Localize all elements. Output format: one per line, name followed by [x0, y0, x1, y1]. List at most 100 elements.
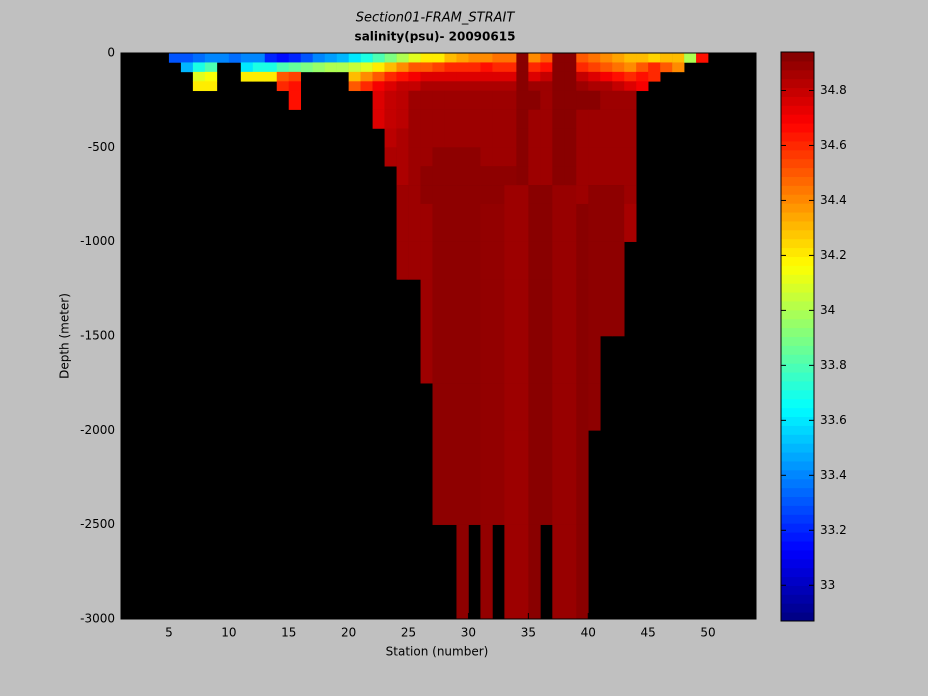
colorbar-band	[781, 105, 814, 115]
heatmap-cell	[576, 430, 589, 525]
heatmap-cell	[528, 336, 541, 384]
heatmap-cell	[420, 81, 433, 92]
heatmap-cell	[576, 185, 589, 205]
heatmap-cell	[528, 185, 541, 205]
heatmap-cell	[516, 90, 529, 110]
heatmap-cell	[612, 53, 625, 63]
heatmap-cell	[276, 53, 290, 63]
heatmap-cell	[204, 53, 218, 63]
heatmap-cell	[612, 147, 625, 167]
colorbar-band	[781, 158, 814, 169]
heatmap-cell	[456, 81, 469, 92]
heatmap-cell	[444, 109, 457, 129]
heatmap-cell	[360, 62, 373, 73]
heatmap-cell	[600, 62, 613, 73]
heatmap-cell	[540, 430, 553, 525]
heatmap-cell	[408, 109, 421, 129]
heatmap-cell	[480, 166, 493, 186]
heatmap-cell	[564, 336, 577, 384]
heatmap-cell	[588, 90, 601, 110]
heatmap-cell	[576, 62, 589, 73]
heatmap-cell	[432, 185, 445, 205]
heatmap-cell	[576, 524, 589, 620]
heatmap-cell	[552, 279, 565, 337]
heatmap-cell	[444, 241, 457, 280]
colorbar-band	[781, 283, 814, 293]
heatmap-cell	[540, 203, 553, 242]
heatmap-cell	[432, 336, 445, 384]
heatmap-cell	[396, 81, 409, 92]
heatmap-cell	[360, 71, 373, 82]
heatmap-cell	[600, 203, 613, 242]
heatmap-cell	[492, 81, 505, 92]
heatmap-cell	[276, 62, 290, 73]
heatmap-cell	[564, 279, 577, 337]
heatmap-cell	[504, 128, 517, 148]
heatmap-cell	[372, 62, 385, 73]
heatmap-cell	[480, 128, 493, 148]
y-tick-label: -1000	[80, 234, 115, 248]
heatmap-cell	[396, 62, 409, 73]
heatmap-cell	[552, 109, 565, 129]
heatmap-cell	[444, 53, 457, 63]
heatmap-cell	[276, 71, 290, 82]
heatmap-cell	[516, 109, 529, 129]
heatmap-cell	[636, 62, 649, 73]
heatmap-cell	[492, 147, 505, 167]
heatmap-cell	[528, 166, 541, 186]
heatmap-cell	[456, 109, 469, 129]
heatmap-cell	[480, 90, 493, 110]
heatmap-cell	[492, 430, 505, 525]
heatmap-cell	[396, 53, 409, 63]
colorbar-band	[781, 176, 814, 186]
heatmap-cell	[624, 185, 637, 205]
heatmap-cell	[516, 128, 529, 148]
heatmap-cell	[552, 147, 565, 167]
heatmap-cell	[588, 81, 601, 92]
heatmap-cell	[456, 336, 469, 384]
heatmap-cell	[588, 203, 601, 242]
heatmap-cell	[384, 109, 397, 129]
heatmap-cell	[288, 81, 302, 92]
heatmap-cell	[432, 128, 445, 148]
heatmap-cell	[360, 53, 373, 63]
colorbar-band	[781, 452, 814, 462]
heatmap-cell	[468, 185, 481, 205]
heatmap-cell	[480, 109, 493, 129]
heatmap-cell	[468, 109, 481, 129]
colorbar-band	[781, 194, 814, 204]
heatmap-cell	[468, 430, 481, 525]
heatmap-cell	[516, 185, 529, 205]
heatmap-cell	[276, 81, 290, 92]
heatmap-cell	[264, 53, 278, 63]
x-tick-label: 40	[581, 626, 596, 640]
heatmap-cell	[540, 241, 553, 280]
heatmap-cell	[588, 53, 601, 63]
heatmap-cell	[504, 524, 517, 620]
heatmap-cell	[516, 81, 529, 92]
heatmap-cell	[408, 203, 421, 242]
colorbar-band	[781, 292, 814, 302]
heatmap-cell	[492, 279, 505, 337]
heatmap-cell	[624, 62, 637, 73]
heatmap-cell	[588, 71, 601, 82]
heatmap-cell	[432, 203, 445, 242]
heatmap-cell	[624, 147, 637, 167]
heatmap-cell	[624, 81, 637, 92]
colorbar-band	[781, 300, 814, 311]
heatmap-cell	[444, 336, 457, 384]
heatmap-cell	[528, 53, 541, 63]
heatmap-cell	[552, 90, 565, 110]
heatmap-cell	[396, 128, 409, 148]
heatmap-cell	[504, 166, 517, 186]
heatmap-cell	[468, 71, 481, 82]
heatmap-cell	[432, 147, 445, 167]
heatmap-cell	[552, 62, 565, 73]
heatmap-cell	[468, 279, 481, 337]
heatmap-cell	[528, 279, 541, 337]
heatmap-cell	[516, 279, 529, 337]
heatmap-cell	[480, 383, 493, 431]
chart-title: Section01-FRAM_STRAIT	[356, 11, 516, 26]
